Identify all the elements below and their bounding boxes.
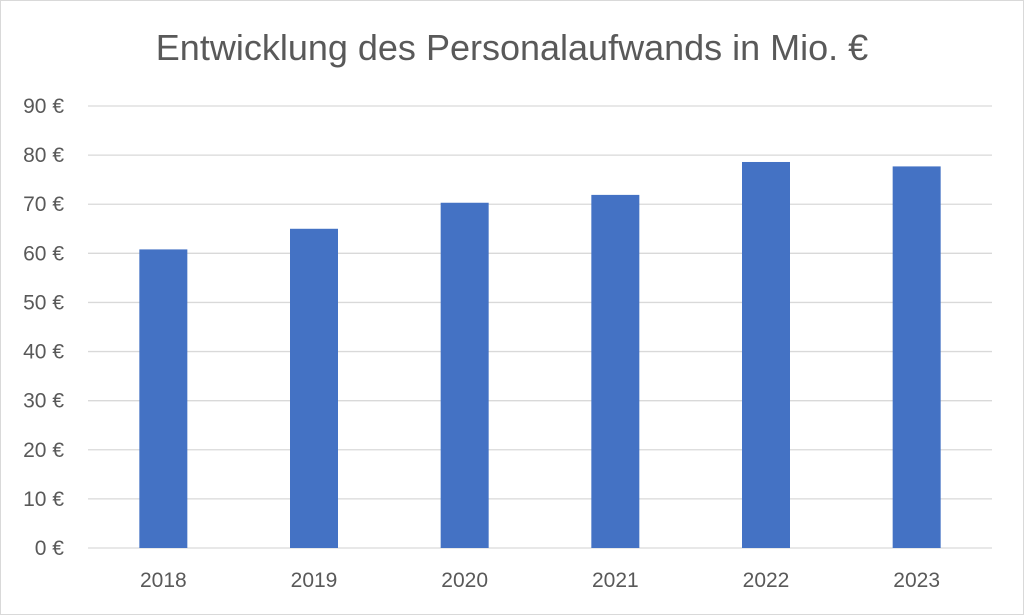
bar-2020 (440, 202, 489, 548)
y-tick-label: 20 € (23, 439, 64, 462)
x-tick-label: 2018 (140, 569, 187, 592)
x-tick-label: 2019 (291, 569, 338, 592)
y-tick-label: 50 € (23, 291, 64, 314)
y-tick-label: 40 € (23, 341, 64, 364)
x-tick-label: 2020 (441, 569, 488, 592)
y-tick-label: 80 € (23, 144, 64, 167)
y-tick-label: 0 € (35, 537, 65, 560)
bar-2018 (139, 249, 188, 548)
gridlines (88, 105, 992, 549)
x-tick-label: 2022 (743, 569, 790, 592)
y-tick-label: 60 € (23, 242, 64, 265)
y-tick-label: 30 € (23, 390, 64, 413)
y-tick-label: 70 € (23, 193, 64, 216)
y-tick-label: 10 € (23, 488, 64, 511)
y-tick-label: 90 € (23, 95, 64, 118)
y-axis-tick-labels: 0 € 10 € 20 € 30 € 40 € 50 € 60 € 70 € 80 € 90 € (23, 95, 64, 560)
x-axis-tick-labels: 2018 2019 2020 2021 2022 2023 (140, 569, 940, 592)
x-tick-label: 2021 (592, 569, 639, 592)
bar-2022 (742, 161, 790, 548)
bar-2021 (591, 194, 640, 548)
bar-2019 (290, 228, 338, 548)
bar-2023 (892, 166, 941, 548)
chart-title: Entwicklung des Personalaufwands in Mio.… (155, 27, 869, 68)
x-tick-label: 2023 (893, 569, 940, 592)
bars (139, 161, 941, 548)
